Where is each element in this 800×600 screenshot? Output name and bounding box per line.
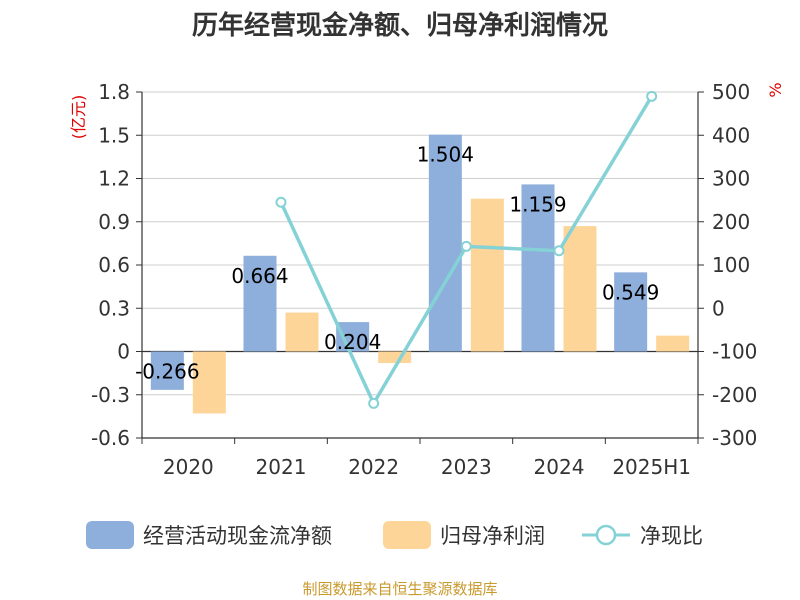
- cashflow-bar: [243, 255, 277, 352]
- x-tick-label: 2023: [441, 455, 492, 479]
- right-tick-label: -200: [712, 383, 757, 407]
- bar-value-label: 0.204: [324, 330, 381, 354]
- x-tick-label: 2021: [256, 455, 307, 479]
- left-tick-label: 1.2: [98, 167, 130, 191]
- bar-value-label: 1.504: [417, 143, 474, 167]
- cashflow-bar: [150, 351, 184, 390]
- bars: [150, 134, 690, 414]
- right-tick-label: 0: [712, 296, 725, 320]
- legend-swatch-net-profit: [383, 521, 431, 549]
- axes: 1.8 1.5 1.2 0.9 0.6 0.3 0 -0.3 -0.6 500 400 300 200 1…: [91, 80, 757, 479]
- left-tick-label: 0.9: [98, 210, 130, 234]
- left-tick-label: 0.3: [98, 296, 130, 320]
- net-cash-ratio-point: [275, 196, 287, 208]
- left-tick-label: -0.3: [91, 383, 130, 407]
- legend-swatch-cashflow: [86, 521, 134, 549]
- bar-value-label: -0.266: [135, 360, 199, 384]
- x-tick-label: 2020: [163, 455, 214, 479]
- net-cash-ratio-point: [460, 240, 472, 252]
- net-profit-bar: [470, 198, 504, 352]
- left-axis-unit: (亿元): [69, 95, 88, 140]
- chart-title: 历年经营现金净额、归母净利润情况: [192, 10, 608, 41]
- ratio-line: [275, 90, 658, 409]
- legend-label-ratio: 净现比: [640, 524, 703, 548]
- right-tick-label: 400: [712, 123, 750, 147]
- cashflow-bar: [428, 134, 462, 352]
- net-profit-bar: [192, 351, 226, 414]
- right-tick-label: 300: [712, 167, 750, 191]
- net-profit-bar: [563, 226, 597, 352]
- bar-value-label: 1.159: [509, 192, 566, 216]
- x-tick-label: 2024: [534, 455, 585, 479]
- left-tick-label: 0.6: [98, 253, 130, 277]
- net-profit-bar: [656, 335, 690, 352]
- right-axis-unit: %: [766, 82, 785, 97]
- net-cash-ratio-point: [368, 397, 380, 409]
- right-tick-label: -300: [712, 426, 757, 450]
- legend-label-net-profit: 归母净利润: [440, 524, 545, 548]
- bar-value-label: 0.664: [231, 264, 288, 288]
- x-tick-label: 2025H1: [612, 455, 691, 479]
- right-tick-label: 500: [712, 80, 750, 104]
- net-profit-bar: [285, 312, 319, 352]
- net-profit-bar: [378, 351, 412, 364]
- net-cash-ratio-point: [646, 90, 658, 102]
- left-tick-label: 0: [117, 340, 130, 364]
- legend-label-cashflow: 经营活动现金流净额: [143, 524, 332, 548]
- cashflow-bar: [521, 184, 555, 352]
- right-tick-label: 200: [712, 210, 750, 234]
- right-tick-label: -100: [712, 340, 757, 364]
- legend-swatch-marker: [595, 524, 617, 546]
- bar-value-label: 0.549: [602, 280, 659, 304]
- net-cash-ratio-point: [553, 245, 565, 257]
- x-tick-label: 2022: [348, 455, 399, 479]
- data-labels: -0.266 0.664 0.204 1.504 1.159 0.549: [135, 143, 659, 384]
- cashflow-bar: [614, 272, 648, 352]
- source-note: 制图数据来自恒生聚源数据库: [302, 580, 497, 598]
- left-tick-label: 1.8: [98, 80, 130, 104]
- left-tick-label: 1.5: [98, 123, 130, 147]
- right-tick-label: 100: [712, 253, 750, 277]
- left-tick-label: -0.6: [91, 426, 130, 450]
- legend: 经营活动现金流净额 归母净利润 净现比: [86, 521, 703, 549]
